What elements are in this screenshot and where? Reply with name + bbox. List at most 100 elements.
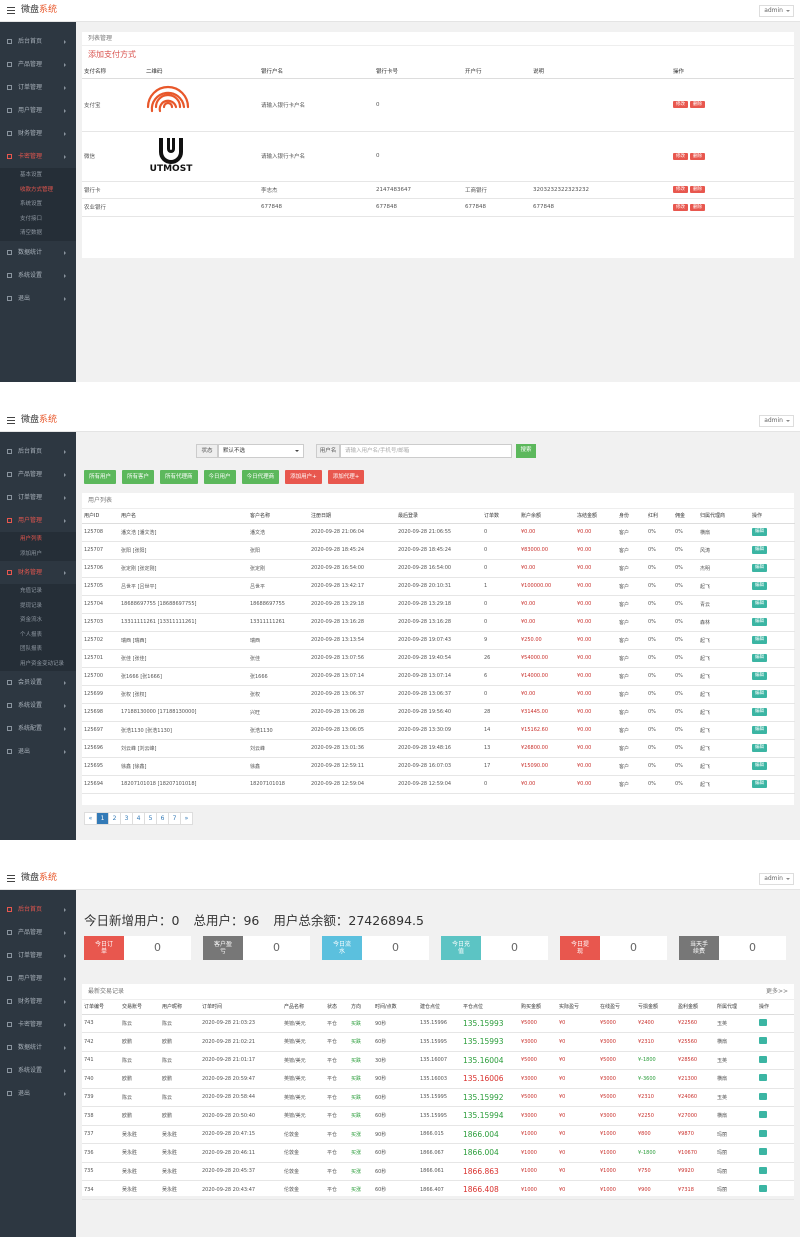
sidebar-item[interactable]: 系统配置 (0, 717, 76, 740)
table-cell: 125696 (82, 739, 119, 758)
user-menu[interactable]: admin (759, 5, 794, 17)
sidebar-item[interactable]: 产品管理 (0, 53, 76, 76)
sidebar-item[interactable]: 财务管理 (0, 561, 76, 584)
action-button[interactable]: 修改 (673, 152, 688, 160)
filter-button[interactable]: 添加用户+ (285, 470, 322, 484)
sidebar-item[interactable]: 财务管理 (0, 122, 76, 145)
edit-button[interactable]: 编辑 (752, 780, 767, 788)
more-link[interactable]: 更多>> (765, 988, 788, 995)
sidebar-item[interactable]: 会员设置 (0, 671, 76, 694)
detail-icon[interactable] (759, 1148, 767, 1156)
menu-icon[interactable] (7, 7, 15, 14)
column-header: 在线盈亏 (598, 1000, 636, 1015)
edit-button[interactable]: 编辑 (752, 744, 767, 752)
search-input[interactable]: 请输入用户名/手机号/邮箱 (340, 444, 512, 458)
detail-icon[interactable] (759, 1185, 767, 1193)
edit-button[interactable]: 编辑 (752, 726, 767, 734)
sidebar-item[interactable]: 数据统计 (0, 1036, 76, 1059)
table-cell: 2020-09-28 20:59:47 (200, 1069, 282, 1089)
sidebar-item[interactable]: 卡密管理 (0, 1013, 76, 1036)
sidebar-item[interactable]: 用户管理 (0, 99, 76, 122)
sidebar-item[interactable]: 系统设置 (0, 264, 76, 287)
page-button[interactable]: » (180, 812, 193, 825)
edit-button[interactable]: 编辑 (752, 582, 767, 590)
sidebar-subitem[interactable]: 提现记录 (0, 598, 76, 613)
detail-icon[interactable] (759, 1129, 767, 1137)
sidebar-item[interactable]: 产品管理 (0, 463, 76, 486)
detail-icon[interactable] (759, 1166, 767, 1174)
filter-button[interactable]: 所有用户 (84, 470, 117, 484)
detail-icon[interactable] (759, 1111, 767, 1119)
sidebar-item[interactable]: 订单管理 (0, 486, 76, 509)
filter-button[interactable]: 所有代理商 (160, 470, 198, 484)
sidebar-item[interactable]: 退出 (0, 287, 76, 310)
action-button[interactable]: 修改 (673, 101, 688, 108)
sidebar-item[interactable]: 后台首页 (0, 898, 76, 921)
menu-icon[interactable] (7, 875, 15, 882)
sidebar-item[interactable]: 后台首页 (0, 440, 76, 463)
search-button[interactable]: 搜索 (516, 444, 536, 458)
action-button[interactable]: 修改 (673, 203, 688, 211)
filter-button[interactable]: 所有客户 (122, 470, 155, 484)
sidebar-subitem[interactable]: 添加用户 (0, 546, 76, 561)
filter-button[interactable]: 添加代理+ (327, 470, 365, 484)
sidebar-subitem[interactable]: 团队报表 (0, 642, 76, 657)
edit-button[interactable]: 编辑 (752, 618, 767, 626)
sidebar-subitem[interactable]: 用户资金变动记录 (0, 656, 76, 671)
sidebar-subitem[interactable]: 资金流水 (0, 613, 76, 628)
filter-button[interactable]: 今日用户 (203, 470, 236, 484)
sidebar-item[interactable]: 退出 (0, 740, 76, 763)
sidebar-subitem[interactable]: 基本设置 (0, 168, 76, 183)
edit-button[interactable]: 编辑 (752, 636, 767, 644)
detail-icon[interactable] (759, 1092, 767, 1100)
table-cell: 张1666 (248, 667, 309, 686)
detail-icon[interactable] (759, 1074, 767, 1082)
detail-icon[interactable] (759, 1055, 767, 1063)
detail-icon[interactable] (759, 1018, 767, 1026)
edit-button[interactable]: 编辑 (752, 546, 767, 554)
sidebar-subitem[interactable]: 清空数据 (0, 226, 76, 241)
status-select[interactable]: 默认不选 (218, 444, 304, 458)
page-button[interactable]: 5 (144, 812, 157, 825)
sidebar-item[interactable]: 用户管理 (0, 967, 76, 990)
sidebar-icon (7, 295, 12, 301)
edit-button[interactable]: 编辑 (752, 654, 767, 662)
edit-button[interactable]: 编辑 (752, 708, 767, 716)
sidebar-item[interactable]: 财务管理 (0, 990, 76, 1013)
sidebar-item[interactable]: 订单管理 (0, 944, 76, 967)
sidebar-item[interactable]: 退出 (0, 1082, 76, 1105)
page-button[interactable]: 3 (120, 812, 133, 825)
edit-button[interactable]: 编辑 (752, 528, 767, 536)
sidebar-item[interactable]: 系统设置 (0, 1059, 76, 1082)
sidebar-subitem[interactable]: 用户列表 (0, 532, 76, 547)
sidebar-item[interactable]: 系统设置 (0, 694, 76, 717)
sidebar-item[interactable]: 后台首页 (0, 30, 76, 53)
sidebar-subitem[interactable]: 充值记录 (0, 584, 76, 599)
page-button[interactable]: 4 (132, 812, 145, 825)
user-menu[interactable]: admin (759, 415, 794, 427)
sidebar-subitem[interactable]: 系统设置 (0, 197, 76, 212)
sidebar-item[interactable]: 产品管理 (0, 921, 76, 944)
user-menu[interactable]: admin (759, 873, 794, 885)
sidebar-item[interactable]: 用户管理 (0, 509, 76, 532)
sidebar-subitem[interactable]: 收款方式管理 (0, 182, 76, 197)
sidebar-subitem[interactable]: 支付接口 (0, 211, 76, 226)
action-button[interactable]: 删除 (690, 101, 705, 108)
sidebar-subitem[interactable]: 个人报表 (0, 627, 76, 642)
filter-button[interactable]: 今日代理商 (241, 470, 280, 484)
edit-button[interactable]: 编辑 (752, 672, 767, 680)
sidebar-item[interactable]: 数据统计 (0, 241, 76, 264)
edit-button[interactable]: 编辑 (752, 564, 767, 572)
action-button[interactable]: 修改 (673, 186, 688, 193)
detail-icon[interactable] (759, 1037, 767, 1045)
action-button[interactable]: 删除 (690, 203, 705, 211)
edit-button[interactable]: 编辑 (752, 762, 767, 770)
sidebar-item[interactable]: 订单管理 (0, 76, 76, 99)
menu-icon[interactable] (7, 417, 15, 424)
add-link[interactable]: 添加支付方式 (88, 50, 136, 59)
action-button[interactable]: 删除 (690, 152, 705, 160)
sidebar-item[interactable]: 卡密管理 (0, 145, 76, 168)
action-button[interactable]: 删除 (690, 186, 705, 193)
edit-button[interactable]: 编辑 (752, 690, 767, 698)
edit-button[interactable]: 编辑 (752, 600, 767, 608)
